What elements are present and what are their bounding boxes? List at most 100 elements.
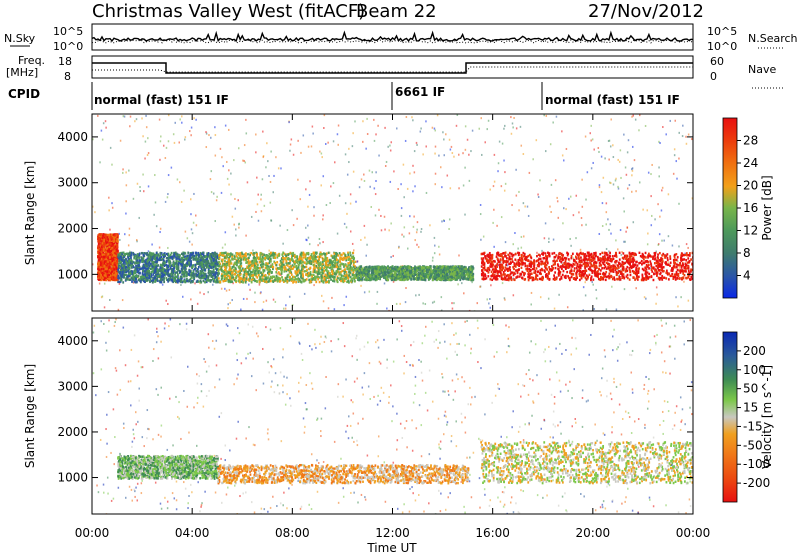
power-echo-cell (245, 259, 247, 261)
power-echo-cell (319, 267, 321, 269)
power-scatter-point (375, 193, 377, 195)
power-echo-cell (229, 267, 231, 269)
power-scatter-point (108, 209, 110, 211)
power-scatter-point (414, 171, 416, 173)
power-echo-cell (134, 271, 136, 273)
power-scatter-point (407, 248, 409, 250)
power-scatter-point (376, 303, 378, 305)
power-scatter-point (592, 284, 594, 286)
power-echo-cell (146, 265, 148, 267)
power-echo-cell (154, 280, 156, 282)
power-scatter-point (609, 140, 611, 142)
power-scatter-point (486, 298, 488, 300)
power-echo-cell (144, 270, 146, 272)
power-echo-cell (311, 275, 313, 277)
power-scatter-point (187, 237, 189, 239)
power-echo-cell (148, 275, 150, 277)
sky-tick-top: 10^5 (53, 25, 83, 38)
power-echo-cell (169, 274, 171, 276)
power-echo-cell (218, 272, 220, 274)
power-scatter-point (129, 234, 131, 236)
power-scatter-point (468, 154, 470, 156)
power-echo-cell (347, 264, 349, 266)
power-scatter-point (129, 228, 131, 230)
power-echo-cell (348, 254, 350, 256)
power-scatter-point (99, 283, 101, 285)
power-echo-cell (213, 273, 215, 275)
power-scatter-point (222, 247, 224, 249)
power-echo-cell (116, 278, 118, 280)
power-scatter-point (308, 237, 310, 239)
power-scatter-point (199, 292, 201, 294)
power-scatter-point (345, 153, 347, 155)
power-scatter-point (667, 261, 669, 263)
power-scatter-point (397, 188, 399, 190)
power-echo-cell (354, 280, 356, 282)
power-scatter-point (205, 131, 207, 133)
power-echo-cell (128, 260, 130, 262)
power-scatter-point (119, 239, 121, 241)
power-scatter-point (492, 222, 494, 224)
power-scatter-point (101, 296, 103, 298)
power-echo-cell (313, 266, 315, 268)
power-echo-cell (127, 256, 129, 258)
power-echo-cell (146, 274, 148, 276)
power-echo-cell (347, 280, 349, 282)
power-echo-cell (178, 262, 180, 264)
power-scatter-point (489, 189, 491, 191)
power-echo-cell (304, 280, 306, 282)
power-echo-cell (183, 275, 185, 277)
power-scatter-point (361, 178, 363, 180)
power-echo-cell (274, 257, 276, 259)
power-echo-cell (151, 254, 153, 256)
power-echo-cell (208, 279, 210, 281)
power-echo-cell (333, 252, 335, 254)
power-scatter-point (227, 178, 229, 180)
power-echo-cell (108, 242, 110, 244)
power-scatter-point (668, 193, 670, 195)
power-scatter-point (516, 195, 518, 197)
power-scatter-point (179, 118, 181, 120)
power-echo-cell (114, 255, 116, 257)
cpid-mode-3: normal (fast) 151 IF (545, 93, 680, 107)
power-scatter-point (617, 186, 619, 188)
power-echo-cell (195, 256, 197, 258)
power-echo-cell (176, 262, 178, 264)
power-scatter-point (550, 211, 552, 213)
power-echo-cell (235, 263, 237, 265)
power-scatter-point (432, 257, 434, 259)
power-scatter-point (672, 245, 674, 247)
power-echo-cell (289, 276, 291, 278)
power-echo-cell (156, 257, 158, 259)
power-echo-cell (315, 260, 317, 262)
power-echo-cell (126, 252, 128, 254)
power-echo-cell (144, 267, 146, 269)
power-scatter-point (604, 157, 606, 159)
power-echo-cell (190, 281, 192, 283)
power-echo-cell (109, 256, 111, 258)
power-echo-cell (232, 253, 234, 255)
power-echo-cell (159, 259, 161, 261)
power-echo-cell (218, 254, 220, 256)
power-scatter-point (513, 117, 515, 119)
power-scatter-point (142, 135, 144, 137)
power-scatter-point (191, 127, 193, 129)
power-echo-cell (353, 261, 355, 263)
power-echo-cell (123, 252, 125, 254)
power-scatter-point (144, 157, 146, 159)
power-scatter-point (384, 216, 386, 218)
power-echo-cell (313, 264, 315, 266)
power-scatter-point (126, 184, 128, 186)
power-scatter-point (216, 199, 218, 201)
power-echo-cell (173, 279, 175, 281)
power-echo-cell (326, 252, 328, 254)
power-echo-cell (163, 256, 165, 258)
power-scatter-point (548, 238, 550, 240)
power-echo-cell (309, 267, 311, 269)
power-scatter-point (367, 133, 369, 135)
power-scatter-point (153, 214, 155, 216)
power-echo-cell (106, 256, 108, 258)
power-echo-cell (108, 274, 110, 276)
power-scatter-point (270, 151, 272, 153)
power-scatter-point (480, 204, 482, 206)
